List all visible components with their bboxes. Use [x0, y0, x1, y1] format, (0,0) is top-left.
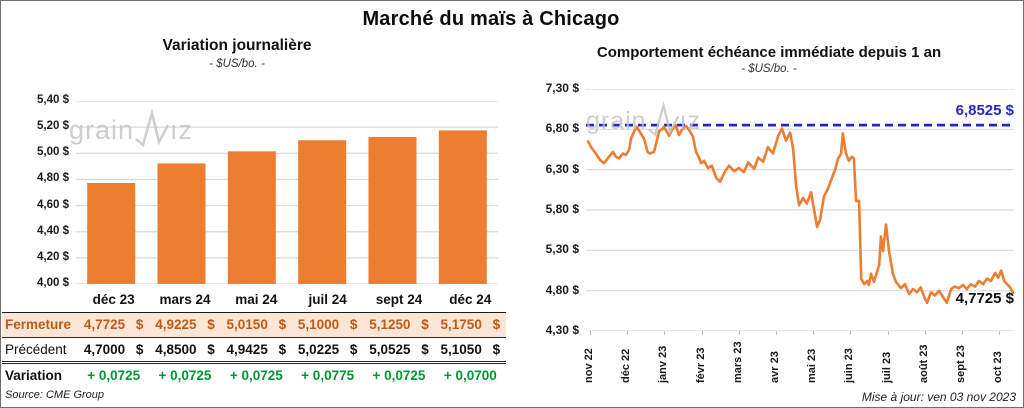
y-tick-label: 4,30 $ [545, 323, 579, 337]
previous-value: 5,0525 $ [363, 337, 435, 364]
variation-value: + 0,0725 [158, 367, 212, 383]
x-tick-mark [776, 331, 777, 335]
variation-value: + 0,0700 [443, 367, 497, 383]
y-tick-label: 5,80 $ [545, 202, 579, 216]
x-tick-mark [813, 331, 815, 335]
close-value: 5,1000 $ [291, 312, 364, 338]
front-month-panel: Comportement échéance immédiate depuis 1… [513, 1, 1023, 407]
x-tick-mark [738, 331, 740, 335]
x-tick-mark [627, 331, 629, 335]
variation-value: + 0,0725 [372, 367, 426, 383]
col-header: déc 23 [78, 288, 150, 313]
row-label: Variation [5, 367, 63, 383]
table-header-row: déc 23 mars 24 mai 24 juil 24 sept 24 dé… [2, 288, 506, 313]
y-tick-label: 4,20 $ [37, 250, 69, 263]
bar-chart-plot [76, 101, 498, 284]
close-value: 4,9225 $ [149, 312, 221, 338]
x-tick-label: mai 23 [806, 348, 819, 383]
line-chart-title: Comportement échéance immédiate depuis 1… [596, 44, 942, 61]
x-tick-label: sept 23 [955, 345, 967, 383]
col-header: déc 24 [434, 288, 506, 313]
y-tick-label: 7,30 $ [545, 81, 579, 95]
bar [157, 163, 206, 284]
x-tick-label: mars 23 [731, 341, 744, 383]
close-value: 5,1250 $ [363, 312, 435, 338]
table-corner-cell [2, 288, 78, 313]
y-tick-label: 5,30 $ [545, 242, 579, 257]
bar [298, 140, 347, 284]
y-tick-label: 4,00 $ [37, 277, 69, 289]
previous-value: 4,9425 $ [220, 337, 292, 364]
row-label: Précédent [2, 337, 78, 364]
col-header: sept 24 [363, 288, 435, 313]
row-label: Fermeture [2, 312, 78, 338]
close-value: 5,0150 $ [220, 312, 292, 338]
y-tick-label: 4,40 $ [37, 224, 69, 237]
reference-price-label: 6,8525 $ [955, 102, 1014, 119]
x-tick-label: juin 23 [843, 348, 856, 383]
table-row-fermeture: Fermeture 4,7725 $ 4,9225 $ 5,0150 $ 5,1… [2, 312, 506, 338]
y-tick-label: 6,80 $ [545, 121, 579, 136]
line-chart-subtitle: - $US/bo. - [741, 63, 797, 75]
previous-value: 4,7000 $ [78, 337, 150, 364]
bar [227, 151, 276, 284]
col-header: juil 24 [291, 288, 364, 313]
x-tick-label: août 23 [917, 344, 930, 383]
x-tick-mark [850, 331, 852, 335]
bar-chart-title: Variation journalière [162, 37, 312, 54]
price-line [586, 123, 1014, 305]
x-tick-label: déc 22 [620, 348, 633, 383]
x-tick-mark [590, 331, 591, 335]
previous-value: 5,1050 $ [434, 337, 506, 364]
col-header: mai 24 [220, 288, 292, 313]
source-note: Source: CME Group [5, 389, 105, 401]
bar [368, 136, 417, 284]
x-tick-label: nov 22 [583, 348, 595, 383]
x-tick-mark [701, 331, 703, 335]
x-tick-label: janv 23 [657, 345, 670, 383]
variation-value: + 0,0775 [301, 367, 355, 383]
variation-value: + 0,0725 [229, 367, 283, 383]
bar [438, 130, 487, 284]
x-tick-mark [887, 331, 889, 335]
close-value: 4,7725 $ [78, 312, 150, 338]
y-tick-label: 4,60 $ [37, 198, 69, 211]
y-tick-label: 5,20 $ [37, 120, 69, 133]
x-tick-mark [664, 331, 666, 335]
y-tick-label: 4,80 $ [37, 172, 69, 185]
y-tick-label: 6,30 $ [545, 161, 579, 176]
futures-table: déc 23 mars 24 mai 24 juil 24 sept 24 dé… [2, 288, 506, 387]
previous-value: 4,8500 $ [149, 337, 221, 364]
x-tick-mark [999, 331, 1001, 335]
update-date-note: Mise à jour: ven 03 nov 2023 [861, 390, 1016, 404]
y-tick-label: 4,80 $ [545, 282, 579, 297]
daily-variation-panel: Variation journalière - $US/bo. - 5,40 $… [1, 1, 513, 407]
x-tick-label: févr 23 [694, 347, 707, 383]
x-tick-mark [924, 331, 926, 335]
variation-value: + 0,0725 [87, 367, 141, 383]
x-tick-label: juil 23 [880, 351, 893, 383]
x-tick-label: oct 23 [992, 351, 1005, 383]
previous-value: 5,0225 $ [291, 337, 364, 364]
x-tick-mark [962, 331, 963, 335]
table-row-variation: Variation + 0,0725 + 0,0725 + 0,0725 + 0… [2, 362, 506, 387]
y-tick-label: 5,00 $ [37, 146, 69, 159]
page-title: Marché du maïs à Chicago [362, 8, 620, 30]
bar-chart-subtitle: - $US/bo. - [209, 58, 265, 70]
bar [87, 183, 136, 284]
x-tick-label: avr 23 [769, 351, 781, 383]
last-price-label: 4,7725 $ [955, 290, 1014, 307]
close-value: 5,1750 $ [434, 312, 506, 338]
table-row-precedent: Précédent 4,7000 $ 4,8500 $ 4,9425 $ 5,0… [2, 337, 506, 364]
y-tick-label: 5,40 $ [37, 94, 69, 106]
col-header: mars 24 [149, 288, 221, 313]
